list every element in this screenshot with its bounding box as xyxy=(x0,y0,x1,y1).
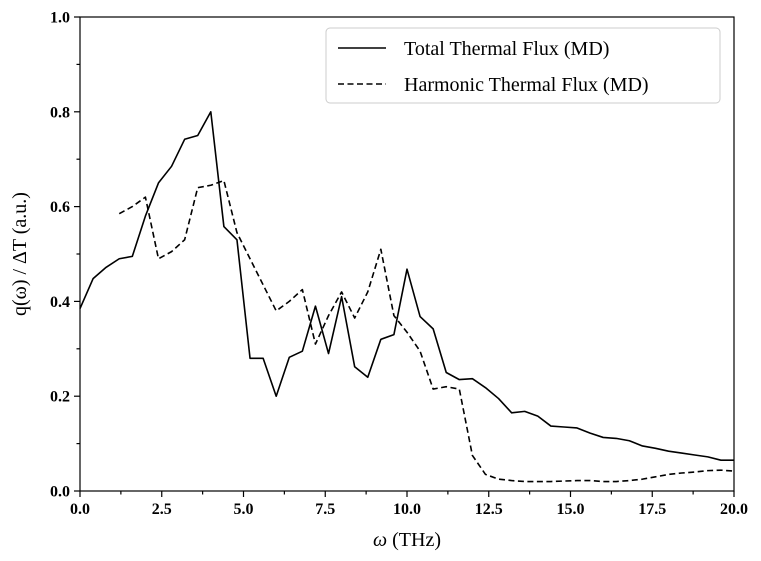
x-tick-label: 2.5 xyxy=(152,501,172,518)
x-tick-label: 20.0 xyxy=(720,501,748,518)
y-axis-label: q(ω) / ΔT (a.u.) xyxy=(9,192,31,316)
x-axis-symbol: ω xyxy=(373,529,387,551)
y-tick-label: 0.8 xyxy=(50,104,70,121)
x-tick-label: 17.5 xyxy=(638,501,666,518)
y-tick-label: 0.4 xyxy=(50,294,70,311)
legend: Total Thermal Flux (MD) Harmonic Thermal… xyxy=(325,27,721,104)
y-tick-label: 0.2 xyxy=(50,389,70,406)
x-tick-label: 5.0 xyxy=(234,501,254,518)
x-axis-unit: (THz) xyxy=(387,529,441,551)
legend-label-total: Total Thermal Flux (MD) xyxy=(404,38,609,60)
legend-box xyxy=(325,27,721,104)
series-line-harmonic xyxy=(118,179,735,483)
x-tick-label: 15.0 xyxy=(557,501,585,518)
axis-ticks: 0.0 2.5 5.0 7.5 10.0 12.5 15.0 17.5 20.0 0.0 0.2 0.… xyxy=(50,10,748,519)
y-tick-label: 0.6 xyxy=(50,199,70,216)
series-layer xyxy=(79,111,735,483)
x-tick-label: 12.5 xyxy=(475,501,503,518)
x-tick-label: 7.5 xyxy=(315,501,335,518)
series-line-total xyxy=(79,111,734,461)
x-tick-label: 10.0 xyxy=(393,501,421,518)
y-tick-label: 0.0 xyxy=(50,484,70,501)
y-tick-label: 1.0 xyxy=(50,10,70,27)
legend-label-harmonic: Harmonic Thermal Flux (MD) xyxy=(404,74,649,96)
x-axis-label: ω (THz) xyxy=(373,529,441,551)
x-tick-label: 0.0 xyxy=(70,501,90,518)
